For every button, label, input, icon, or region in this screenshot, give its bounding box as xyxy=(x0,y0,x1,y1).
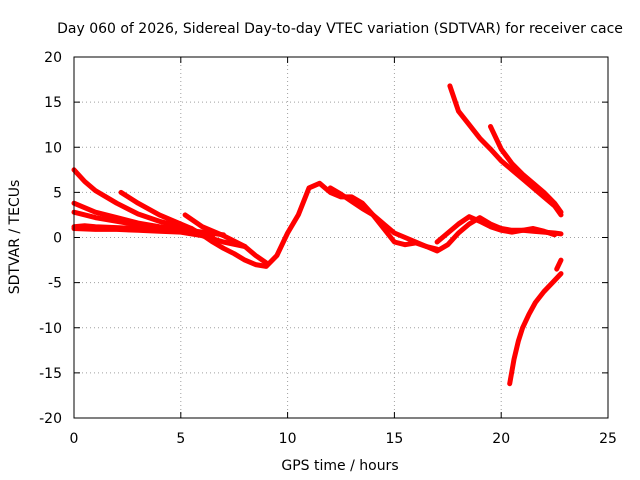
x-axis-label: GPS time / hours xyxy=(281,458,398,474)
x-tick-label: 20 xyxy=(492,431,510,447)
x-tick-label: 5 xyxy=(176,431,185,447)
y-tick-label: -15 xyxy=(39,366,62,382)
x-tick-label: 10 xyxy=(279,431,297,447)
y-tick-label: -10 xyxy=(39,321,62,337)
series-arc-10 xyxy=(447,83,564,218)
series-arc-12 xyxy=(507,271,564,387)
y-axis-ticks: -20 -15 -10 -5 0 5 10 15 20 xyxy=(39,50,608,427)
y-tick-label: 5 xyxy=(53,185,62,201)
x-tick-label: 25 xyxy=(599,431,617,447)
y-tick-label: 15 xyxy=(44,95,62,111)
y-tick-label: 20 xyxy=(44,50,62,66)
x-axis-ticks: 0 5 10 15 20 25 xyxy=(70,57,617,447)
y-axis-label: SDTVAR / TECUs xyxy=(7,180,23,295)
series-arc-13 xyxy=(554,257,564,272)
series-arc-7 xyxy=(182,212,269,266)
series-arc-6 xyxy=(118,189,194,231)
series-arc-9 xyxy=(434,214,558,245)
y-tick-label: -5 xyxy=(48,276,62,292)
series-arc-8 xyxy=(327,185,440,252)
x-tick-label: 15 xyxy=(385,431,403,447)
chart-title: Day 060 of 2026, Sidereal Day-to-day VTE… xyxy=(57,21,623,37)
grid-lines xyxy=(74,57,608,418)
series-layer xyxy=(71,83,564,387)
series-arc-5 xyxy=(71,226,248,249)
y-tick-label: -20 xyxy=(39,411,62,427)
y-tick-label: 0 xyxy=(53,231,62,247)
series-arc-11 xyxy=(488,124,564,215)
y-tick-label: 10 xyxy=(44,140,62,156)
x-tick-label: 0 xyxy=(70,431,79,447)
